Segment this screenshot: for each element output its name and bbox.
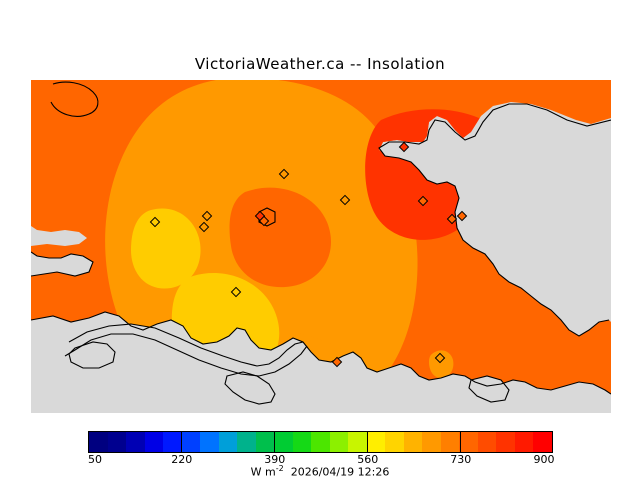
colorbar-segment-20	[459, 432, 478, 452]
map-frame[interactable]	[31, 80, 611, 413]
station-marker[interactable]	[434, 352, 446, 364]
coastline-harbour	[224, 371, 276, 405]
coastline-nw-island	[50, 81, 99, 117]
coastline-group	[31, 81, 611, 405]
station-marker[interactable]	[331, 356, 343, 368]
colorbar-segment-11	[292, 432, 312, 452]
colorbar-segment-21	[477, 432, 497, 452]
colorbar-segment-10	[274, 432, 293, 452]
water-sw-bay	[69, 342, 115, 368]
water-strait	[61, 324, 307, 376]
colorbar-segment-5	[181, 432, 201, 452]
colorbar-tick-220	[181, 431, 182, 453]
coastline-northeast	[378, 103, 611, 337]
colorbar-segment-12	[311, 432, 330, 452]
colorbar-units-timestamp: W m-2 2026/04/19 12:26	[0, 464, 640, 479]
station-marker[interactable]	[198, 221, 210, 233]
colorbar-tick-390	[274, 431, 275, 453]
colorbar-segment-0	[89, 432, 108, 452]
colorbar-segment-7	[218, 432, 238, 452]
colorbar-segment-8	[237, 432, 256, 452]
colorbar-segment-13	[329, 432, 349, 452]
colorbar-segment-6	[200, 432, 219, 452]
station-marker[interactable]	[258, 215, 270, 227]
units-exponent: -2	[275, 464, 284, 473]
colorbar-segment-22	[496, 432, 515, 452]
colorbar-segment-16	[385, 432, 404, 452]
colorbar-segment-19	[440, 432, 460, 452]
station-marker[interactable]	[398, 141, 410, 153]
contour-band-810-inner	[229, 187, 332, 288]
station-marker-group[interactable]	[149, 141, 468, 368]
station-marker[interactable]	[446, 213, 458, 225]
colorbar-tick-730	[460, 431, 461, 453]
timestamp-label: 2026/04/19 12:26	[283, 465, 390, 479]
colorbar-segment-3	[144, 432, 164, 452]
colorbar-tick-560	[367, 431, 368, 453]
colorbar-segment-24	[533, 432, 552, 452]
colorbar-segment-23	[514, 432, 534, 452]
station-marker[interactable]	[201, 210, 213, 222]
contour-band-670-west	[131, 208, 201, 289]
colorbar-label-730: 730	[450, 453, 472, 466]
colorbar-label-900: 900	[533, 453, 555, 466]
contour-band-740-pocket	[429, 350, 454, 378]
colorbar-segment-9	[255, 432, 275, 452]
colorbar-label-220: 220	[171, 453, 193, 466]
colorbar	[88, 431, 553, 453]
station-marker[interactable]	[456, 210, 468, 222]
station-marker[interactable]	[230, 286, 242, 298]
units-label: W m	[250, 465, 276, 479]
insolation-contour-map[interactable]	[31, 80, 611, 413]
colorbar-segment-17	[403, 432, 423, 452]
page-title: VictoriaWeather.ca -- Insolation	[194, 55, 446, 73]
coastline-south	[31, 311, 611, 395]
colorbar-segment-15	[366, 432, 386, 452]
colorbar-label-560: 560	[357, 453, 379, 466]
station-marker[interactable]	[339, 194, 351, 206]
coastline-west	[31, 251, 94, 277]
colorbar-gradient	[88, 431, 553, 453]
colorbar-segment-1	[107, 432, 127, 452]
station-marker[interactable]	[417, 195, 429, 207]
colorbar-segment-2	[126, 432, 145, 452]
colorbar-label-50: 50	[88, 453, 102, 466]
coastline-ne-bay	[468, 375, 510, 403]
water-west-outer	[31, 200, 93, 413]
colorbar-segment-18	[422, 432, 441, 452]
coastline-lake	[258, 207, 276, 227]
coastline-strait-north	[68, 323, 304, 367]
water-ne-bay	[469, 376, 509, 402]
colorbar-label-390: 390	[264, 453, 286, 466]
colorbar-segment-4	[163, 432, 182, 452]
water-northeast	[379, 80, 611, 336]
coastline-strait-south	[64, 333, 308, 377]
colorbar-segment-14	[348, 432, 367, 452]
station-marker[interactable]	[278, 168, 290, 180]
coastline-sw-bay	[68, 341, 116, 369]
station-marker[interactable]	[149, 216, 161, 228]
colorbar-tick-labels: 50 220 390 560 730 900	[88, 453, 555, 467]
